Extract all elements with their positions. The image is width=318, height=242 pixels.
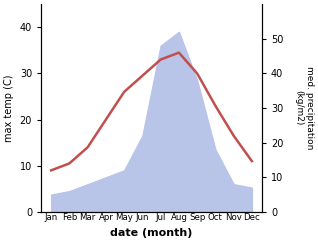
Y-axis label: med. precipitation
(kg/m2): med. precipitation (kg/m2): [294, 66, 314, 150]
Y-axis label: max temp (C): max temp (C): [4, 74, 14, 142]
X-axis label: date (month): date (month): [110, 228, 193, 238]
